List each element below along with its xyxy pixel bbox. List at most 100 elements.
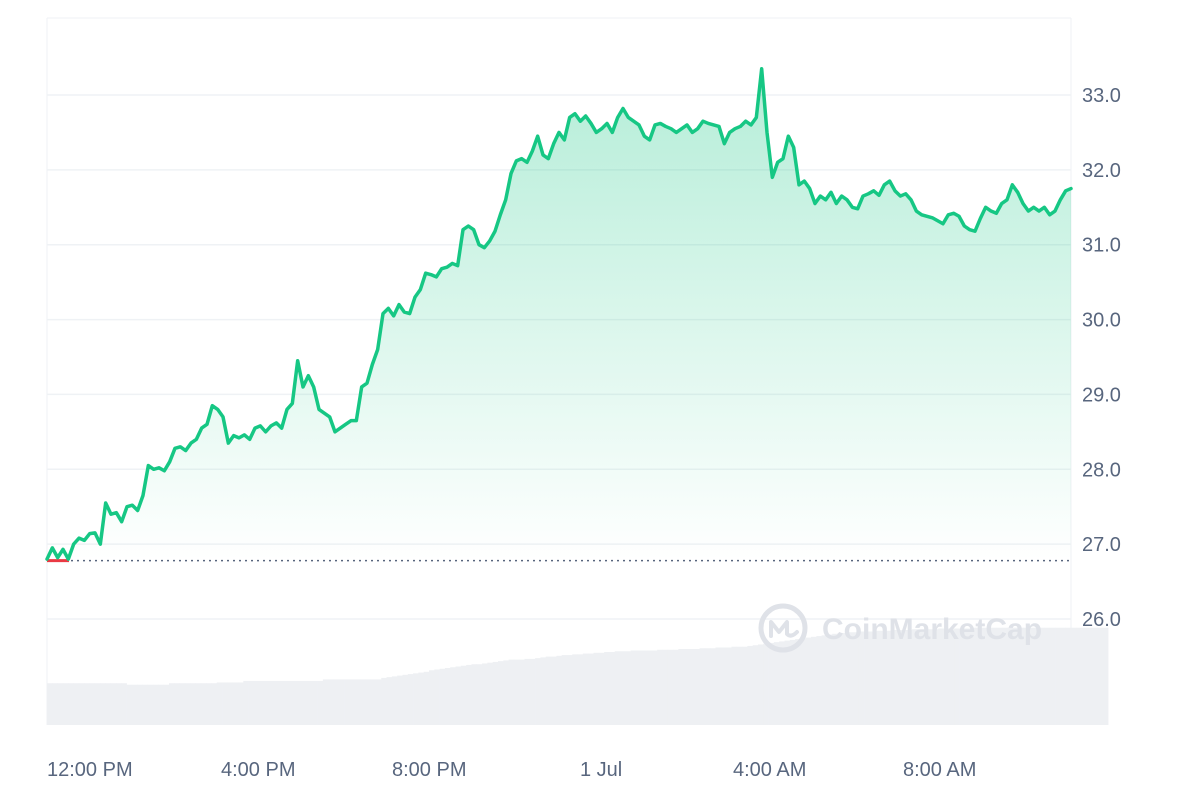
volume-bar	[57, 683, 64, 725]
volume-bar	[1049, 627, 1056, 725]
volume-bar	[535, 658, 541, 725]
volume-bar	[874, 630, 881, 725]
x-axis: 12:00 PM 4:00 PM 8:00 PM 1 Jul 4:00 AM 8:00 A…	[47, 759, 976, 781]
volume-bar	[1007, 627, 1013, 725]
volume-bar	[593, 652, 600, 725]
volume-bar	[996, 627, 1003, 725]
volume-bar	[811, 636, 817, 725]
volume-bar	[1065, 627, 1072, 725]
volume-bar	[1028, 627, 1035, 725]
volume-bar	[147, 684, 154, 725]
volume-bar	[789, 639, 796, 725]
volume-bar	[816, 636, 822, 725]
volume-bar	[646, 650, 653, 725]
volume-bar	[503, 660, 509, 725]
volume-bar	[349, 679, 356, 725]
volume-bar	[153, 684, 159, 725]
y-axis: 26.0 27.0 28.0 29.0 30.0 31.0 32.0 33.0	[1082, 85, 1121, 631]
volume-bar	[375, 679, 382, 725]
volume-bar	[269, 680, 276, 725]
volume-bar	[1012, 627, 1019, 725]
volume-bar	[110, 683, 117, 725]
volume-bar	[800, 638, 807, 725]
volume-bar	[1023, 627, 1029, 725]
volume-bar	[609, 652, 616, 725]
volume-bar	[662, 649, 669, 725]
price-series-line[interactable]	[45, 67, 1073, 561]
volume-bar	[980, 627, 987, 725]
volume-bar	[991, 627, 998, 725]
volume-bar	[206, 683, 212, 725]
y-tick-label: 28.0	[1082, 459, 1121, 481]
volume-bar	[68, 683, 74, 725]
volume-bar	[519, 659, 525, 725]
volume-bar	[964, 628, 971, 725]
volume-bar	[238, 682, 244, 725]
volume-bar	[1033, 627, 1040, 725]
y-tick-label: 33.0	[1082, 85, 1121, 107]
volume-bar	[742, 646, 748, 725]
volume-bar	[344, 679, 350, 725]
volume-bar	[1092, 627, 1098, 725]
volume-bar	[317, 680, 324, 725]
volume-bar	[418, 672, 425, 725]
volume-bar	[588, 653, 594, 725]
volume-bar	[1081, 627, 1088, 725]
volume-bar	[986, 627, 992, 725]
volume-bar	[476, 664, 483, 725]
volume-bar	[635, 650, 642, 725]
volume-bar	[699, 648, 706, 725]
volume-bar	[641, 650, 647, 725]
volume-bar	[582, 653, 589, 725]
volume-bar	[864, 631, 870, 725]
volume-bar	[566, 655, 573, 725]
volume-bar	[948, 628, 955, 725]
volume-bar	[805, 637, 812, 725]
volume-bar	[497, 661, 504, 725]
volume-bar	[1102, 627, 1109, 725]
volume-bar	[115, 683, 122, 725]
volume-bar	[757, 644, 764, 725]
volume-bar	[397, 675, 403, 725]
volume-bar	[540, 657, 547, 725]
volume-bar	[455, 666, 462, 725]
volume-bar	[678, 649, 684, 725]
volume-bars	[47, 627, 1109, 725]
volume-bar	[848, 632, 854, 725]
volume-bar	[179, 683, 186, 725]
volume-bar	[869, 631, 875, 725]
volume-bar	[222, 682, 228, 725]
volume-bar	[927, 629, 934, 725]
y-tick-label: 27.0	[1082, 534, 1121, 556]
volume-bar	[604, 652, 610, 725]
volume-bar	[386, 677, 393, 725]
volume-bar	[312, 680, 318, 725]
volume-bar	[917, 629, 923, 725]
volume-bar	[577, 654, 584, 725]
volume-bar	[62, 683, 69, 725]
volume-bar	[52, 683, 58, 725]
x-tick-label: 4:00 PM	[221, 759, 295, 781]
volume-bar	[657, 649, 663, 725]
y-tick-label: 29.0	[1082, 384, 1121, 406]
price-line[interactable]	[45, 67, 1073, 563]
volume-bar	[572, 654, 578, 725]
volume-bar	[328, 679, 334, 725]
volume-bar	[710, 648, 716, 725]
volume-bar	[487, 662, 493, 725]
volume-bar	[879, 630, 886, 725]
price-area-fill	[47, 68, 1071, 561]
volume-bar	[784, 640, 791, 725]
volume-bar	[954, 628, 960, 725]
volume-bar	[163, 684, 170, 725]
volume-bar	[184, 683, 191, 725]
price-area	[47, 68, 1071, 561]
volume-bar	[1071, 627, 1077, 725]
volume-bar	[895, 630, 902, 725]
volume-bar	[731, 646, 738, 725]
volume-bar	[826, 634, 833, 725]
volume-bar	[407, 674, 414, 725]
volume-bar	[84, 683, 90, 725]
